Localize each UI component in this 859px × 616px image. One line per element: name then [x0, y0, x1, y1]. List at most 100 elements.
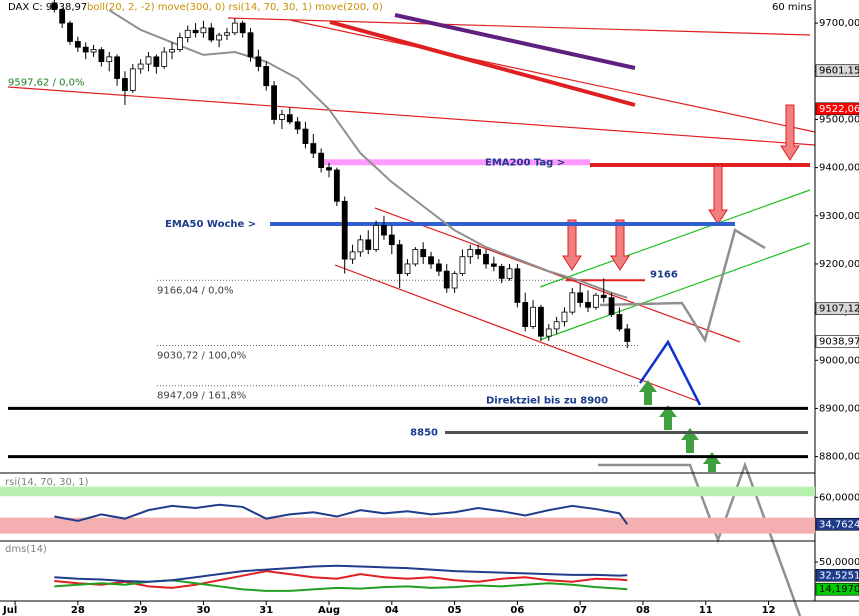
- y-tick-label: 9400,000: [819, 163, 859, 174]
- fib-label: 9597,62 / 0,0%: [8, 77, 84, 88]
- candle-body: [475, 249, 482, 255]
- level-label: Direktziel bis zu 8900: [486, 395, 608, 406]
- candle-body: [616, 314, 623, 330]
- candle-body: [224, 32, 230, 36]
- trend-line: [394, 13, 636, 70]
- subtitle: boll(20, 2, -2) move(300, 0) rsi(14, 70,…: [87, 2, 383, 13]
- candle-body: [443, 270, 450, 289]
- price-marker: [815, 102, 859, 116]
- band: [0, 517, 815, 534]
- y-tick-label: 9300,000: [819, 211, 859, 222]
- candle-body: [67, 22, 73, 42]
- candle-body: [592, 294, 599, 308]
- candle-body: [255, 56, 262, 67]
- channel-line: [539, 189, 811, 288]
- x-tick-label: Jul: [2, 605, 17, 616]
- candle-body: [129, 68, 136, 91]
- price-marker: [815, 582, 859, 596]
- price-marker: [815, 302, 859, 315]
- candle-body: [279, 114, 285, 120]
- up-arrow: [681, 428, 699, 453]
- projection: [638, 339, 702, 406]
- price-marker-label: 14,1970: [819, 584, 859, 595]
- indicator-line: [54, 564, 628, 583]
- indicator-line: [54, 503, 629, 525]
- candle-body: [137, 63, 144, 70]
- price-marker-label: 32,5251: [819, 570, 859, 581]
- trend-line: [329, 20, 636, 107]
- candle-body: [451, 273, 458, 289]
- candle-body: [412, 249, 419, 265]
- candle-body: [74, 41, 81, 48]
- candle-body: [247, 32, 254, 58]
- candle-body: [569, 292, 576, 313]
- price-marker: [815, 517, 859, 531]
- candle-body: [459, 256, 466, 274]
- candle-body: [373, 225, 380, 250]
- down-arrow: [708, 165, 728, 225]
- price-marker: [815, 568, 859, 582]
- fib-label: 9030,72 / 100,0%: [157, 350, 246, 361]
- candle-body: [59, 9, 66, 24]
- indicator-line: [54, 570, 628, 589]
- y-tick-label: 9200,000: [819, 259, 859, 270]
- x-tick-label: 28: [71, 605, 85, 616]
- candle-body: [286, 114, 293, 123]
- candle-body: [538, 306, 544, 337]
- candle-body: [271, 85, 277, 120]
- candle-body: [161, 51, 168, 67]
- candle-body: [365, 239, 372, 250]
- candle-body: [490, 263, 497, 267]
- x-tick-label: 31: [259, 605, 273, 616]
- timeframe: 60 mins: [772, 2, 812, 13]
- y-tick-label: 9500,000: [819, 114, 859, 125]
- up-arrow: [659, 405, 677, 430]
- candle-body: [263, 66, 270, 87]
- candle-body: [302, 128, 309, 144]
- candle-body: [435, 263, 442, 272]
- x-tick-label: 07: [573, 605, 587, 616]
- x-tick-label: Aug: [318, 605, 340, 616]
- candle-body: [522, 302, 529, 327]
- trend-line: [7, 86, 816, 146]
- candle-body: [114, 56, 121, 79]
- candle-body: [577, 292, 584, 303]
- up-arrow: [639, 380, 657, 405]
- candle-body: [483, 253, 489, 265]
- chart-title: DAX C: 9038,97: [8, 2, 87, 13]
- projection: [598, 461, 802, 616]
- x-tick-label: 08: [636, 605, 650, 616]
- level-label: EMA50 Woche >: [165, 219, 256, 230]
- price-marker-label: 9107,12: [819, 304, 859, 315]
- fib-label: 8947,09 / 161,8%: [157, 391, 246, 402]
- candle-body: [600, 294, 607, 299]
- candle-body: [396, 244, 403, 274]
- band: [0, 486, 815, 497]
- candle-body: [585, 302, 591, 308]
- panel-title: dms(14): [5, 544, 47, 555]
- candle-body: [310, 143, 317, 154]
- x-tick-label: 05: [448, 605, 462, 616]
- down-arrow: [610, 219, 630, 271]
- candle-body: [208, 27, 215, 41]
- candle-body: [169, 49, 175, 53]
- level-label: 9166: [650, 269, 678, 280]
- price-marker-label: 34,7624: [819, 519, 859, 530]
- price-marker: [815, 335, 859, 348]
- candle-body: [404, 263, 411, 274]
- candle-body: [428, 256, 434, 265]
- candle-body: [184, 29, 191, 38]
- y-tick-label: 8900,000: [819, 403, 859, 414]
- down-arrow: [562, 219, 582, 271]
- down-arrow: [780, 104, 800, 161]
- candle-body: [420, 249, 427, 258]
- trend-line: [289, 19, 816, 133]
- candle-body: [530, 306, 536, 327]
- candle-body: [514, 268, 521, 303]
- y-tick-label: 9000,000: [819, 355, 859, 366]
- candle-body: [467, 249, 474, 258]
- candle-body: [498, 265, 505, 279]
- annotations: [7, 13, 816, 616]
- price-marker-label: 9038,97: [819, 336, 859, 347]
- trend-line: [227, 17, 811, 36]
